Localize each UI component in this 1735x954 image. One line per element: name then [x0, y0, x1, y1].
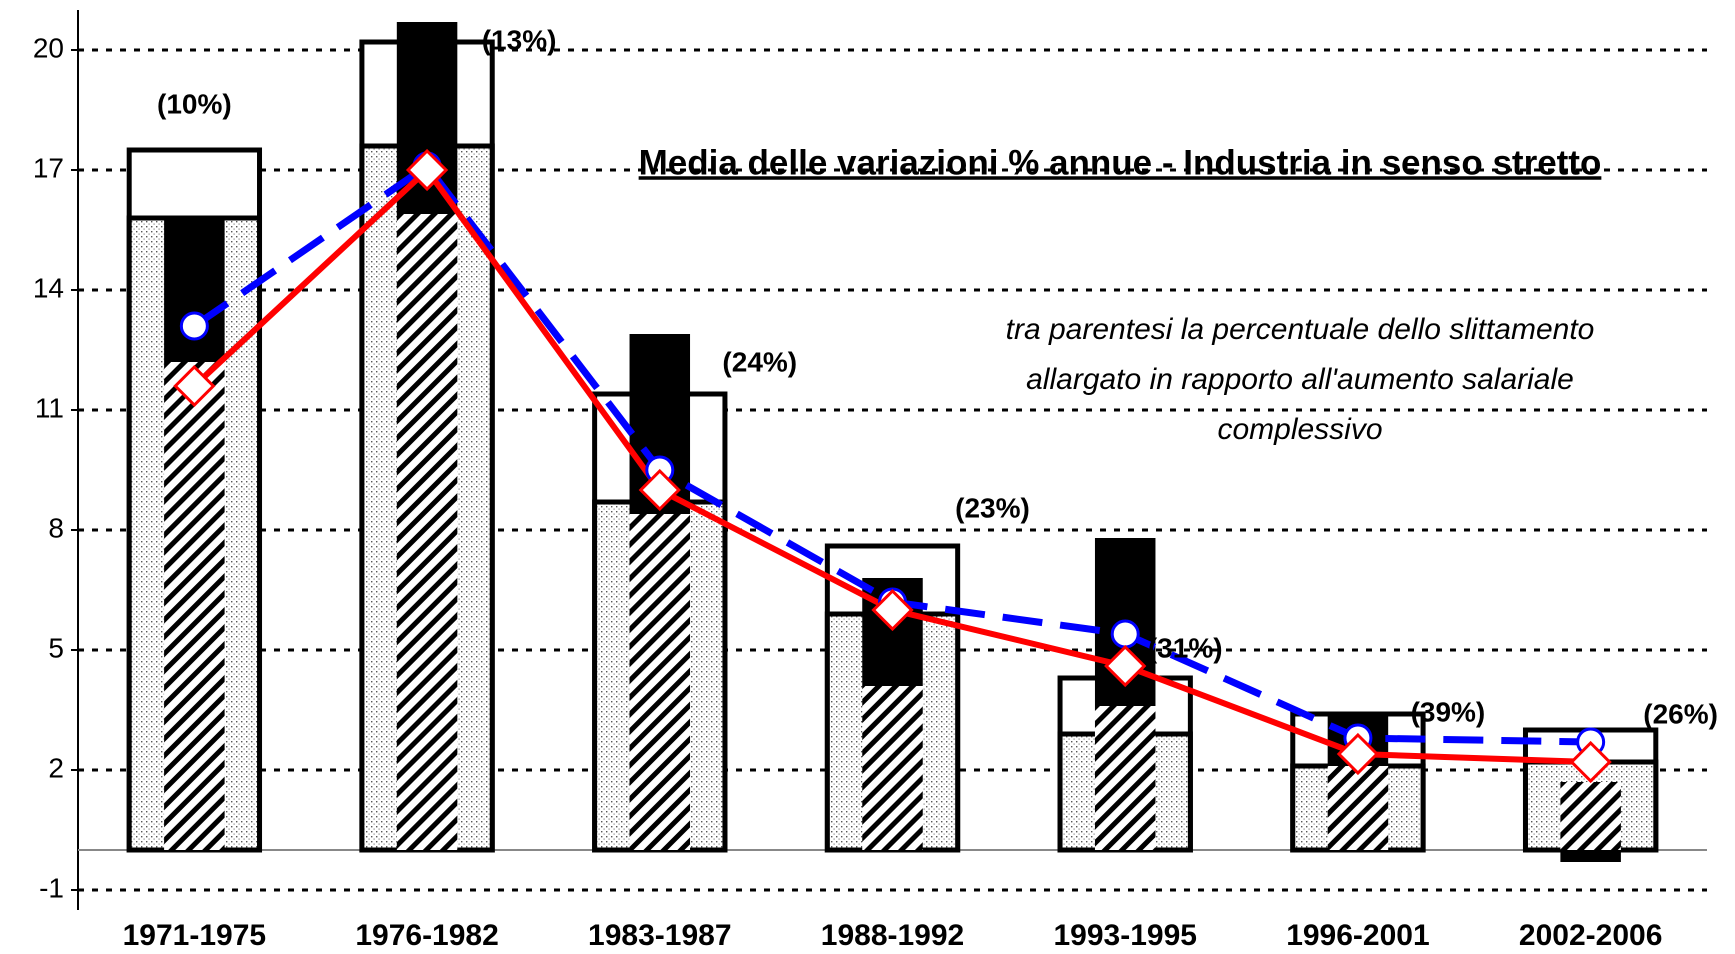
y-tick-label: 8: [48, 512, 64, 543]
marker: [871, 588, 914, 632]
marker: [638, 468, 681, 512]
bar-label: (13%): [482, 24, 557, 55]
hatched-bar: [396, 214, 458, 850]
bar-label: (31%): [1148, 632, 1223, 663]
hatched-bar: [862, 686, 923, 850]
x-tick-label: 1971-1975: [123, 919, 266, 952]
slippage-bar: [1560, 850, 1621, 862]
bar-label: (23%): [955, 492, 1030, 523]
marker: [1104, 644, 1147, 688]
x-tick-label: 1996-2001: [1286, 919, 1429, 952]
x-tick-label: 1993-1995: [1053, 919, 1196, 952]
annotation: complessivo: [1217, 413, 1382, 446]
bar-label: (26%): [1643, 698, 1718, 729]
marker: [1110, 619, 1140, 649]
x-tick-label: 1976-1982: [355, 919, 498, 952]
y-tick-label: 11: [35, 392, 64, 423]
bar-label: (39%): [1411, 696, 1486, 727]
marker: [405, 148, 449, 192]
x-tick-label: 2002-2006: [1519, 919, 1662, 952]
y-tick-label: 14: [33, 272, 64, 303]
y-tick-label: -1: [39, 872, 64, 903]
annotation: allargato in rapporto all'aumento salari…: [1026, 363, 1574, 396]
hatched-bar: [1094, 706, 1156, 850]
y-tick-label: 5: [48, 632, 64, 663]
marker: [179, 311, 209, 341]
bar-label: (24%): [722, 346, 797, 377]
bar-label: (10%): [157, 88, 232, 119]
marker: [1569, 740, 1612, 784]
x-tick-label: 1983-1987: [588, 919, 731, 952]
marker: [173, 364, 216, 408]
y-tick-label: 17: [33, 152, 64, 183]
x-tick-label: 1988-1992: [821, 919, 964, 952]
y-tick-label: 20: [33, 32, 64, 63]
hatched-bar: [629, 514, 691, 850]
hatched-bar: [1560, 782, 1621, 850]
hatched-bar: [164, 362, 225, 850]
chart-title: Media delle variazioni % annue - Industr…: [639, 143, 1602, 182]
annotation: tra parentesi la percentuale dello slitt…: [1006, 313, 1595, 346]
y-tick-label: 2: [48, 752, 64, 783]
hatched-bar: [1327, 766, 1389, 850]
marker: [1336, 732, 1380, 776]
